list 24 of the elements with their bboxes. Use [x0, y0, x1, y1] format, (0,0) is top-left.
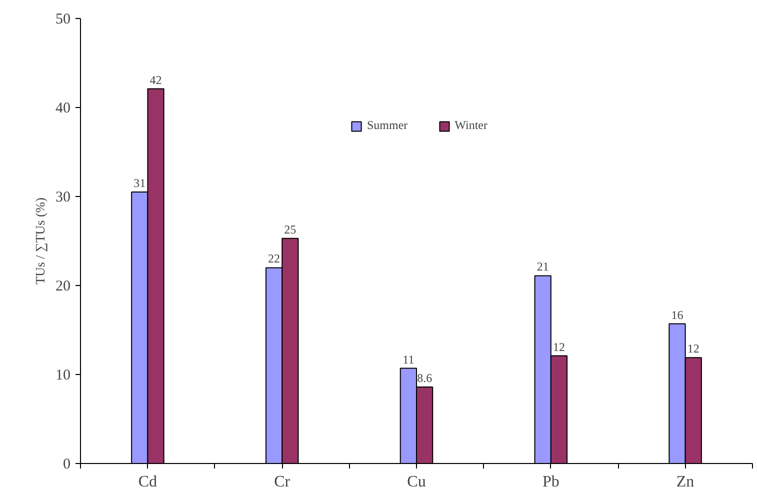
- y-axis-title: TUs / ∑TUs (%): [32, 198, 48, 284]
- y-tick-label: 10: [56, 368, 70, 384]
- data-label: 12: [552, 340, 565, 354]
- data-label: 31: [134, 176, 146, 190]
- x-tick-label: Cu: [407, 474, 426, 490]
- data-label: 12: [687, 342, 700, 356]
- data-label: 16: [671, 308, 684, 322]
- data-label: 22: [268, 252, 280, 266]
- x-tick-label: Pb: [542, 474, 560, 490]
- y-tick-label: 30: [56, 190, 70, 206]
- data-label: 11: [402, 352, 414, 366]
- y-tick-label: 0: [63, 456, 70, 472]
- legend-label: Winter: [454, 118, 488, 133]
- data-label: 8.6: [417, 370, 432, 385]
- data-label: 21: [536, 260, 549, 274]
- x-tick-label: Cd: [138, 474, 158, 490]
- x-tick-label: Cr: [274, 474, 291, 490]
- data-label: 25: [284, 222, 296, 236]
- y-tick-label: 20: [56, 278, 70, 294]
- y-tick-label: 50: [56, 12, 70, 28]
- x-tick-label: Zn: [676, 474, 694, 490]
- y-tick-label: 40: [56, 100, 70, 116]
- legend-label: Summer: [367, 118, 408, 133]
- data-label: 42: [150, 72, 162, 87]
